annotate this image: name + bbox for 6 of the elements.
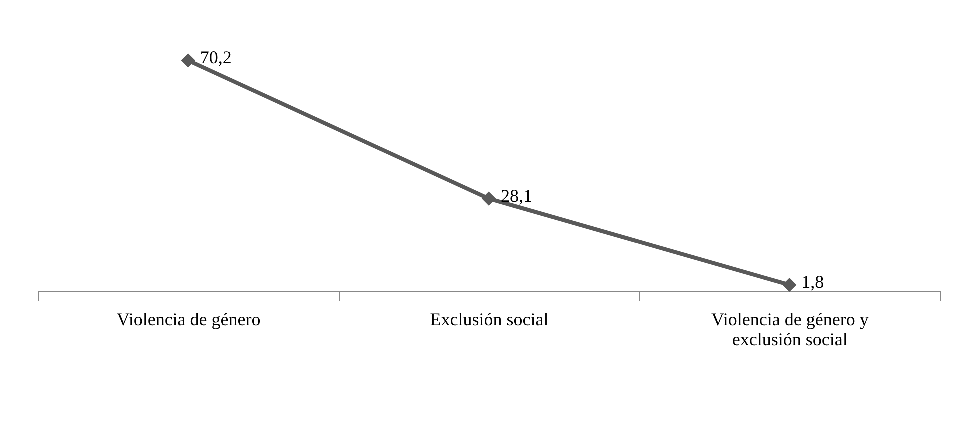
x-tick-label: Exclusión social [430, 310, 549, 330]
data-label: 1,8 [802, 272, 824, 292]
data-label: 28,1 [501, 186, 532, 206]
data-label: 70,2 [200, 48, 232, 68]
x-tick-label: Violencia de género y exclusión social [711, 310, 869, 350]
x-tick-label: Violencia de género [116, 310, 261, 330]
